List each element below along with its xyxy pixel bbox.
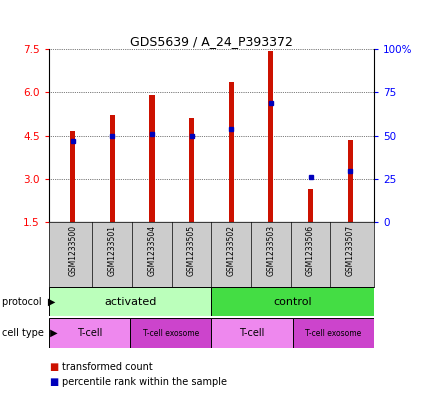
Bar	[70, 131, 75, 222]
Text: control: control	[273, 297, 312, 307]
Text: T-cell exosome: T-cell exosome	[143, 329, 199, 338]
Text: GSM1233501: GSM1233501	[108, 225, 117, 275]
Bar	[110, 115, 115, 222]
Text: GSM1233504: GSM1233504	[147, 225, 156, 276]
Bar	[211, 287, 374, 316]
Text: GSM1233502: GSM1233502	[227, 225, 236, 275]
Bar	[149, 95, 155, 222]
Bar	[189, 118, 194, 222]
Text: GSM1233507: GSM1233507	[346, 225, 355, 276]
Text: protocol  ▶: protocol ▶	[2, 297, 56, 307]
Text: GSM1233500: GSM1233500	[68, 225, 77, 276]
Text: cell type  ▶: cell type ▶	[2, 328, 58, 338]
Text: activated: activated	[104, 297, 156, 307]
Text: GSM1233503: GSM1233503	[266, 225, 275, 276]
Bar	[211, 318, 293, 348]
Title: GDS5639 / A_24_P393372: GDS5639 / A_24_P393372	[130, 35, 293, 48]
Text: GSM1233505: GSM1233505	[187, 225, 196, 276]
Bar	[229, 82, 234, 222]
Bar	[130, 318, 211, 348]
Bar	[268, 51, 274, 222]
Bar	[293, 318, 374, 348]
Text: ■: ■	[49, 377, 58, 387]
Bar	[49, 287, 211, 316]
Text: T-cell exosome: T-cell exosome	[305, 329, 362, 338]
Text: percentile rank within the sample: percentile rank within the sample	[62, 377, 227, 387]
Bar	[49, 318, 130, 348]
Text: T-cell: T-cell	[239, 328, 265, 338]
Bar	[308, 189, 313, 222]
Text: GSM1233506: GSM1233506	[306, 225, 315, 276]
Text: ■: ■	[49, 362, 58, 373]
Text: T-cell: T-cell	[77, 328, 102, 338]
Bar	[348, 140, 353, 222]
Text: transformed count: transformed count	[62, 362, 153, 373]
